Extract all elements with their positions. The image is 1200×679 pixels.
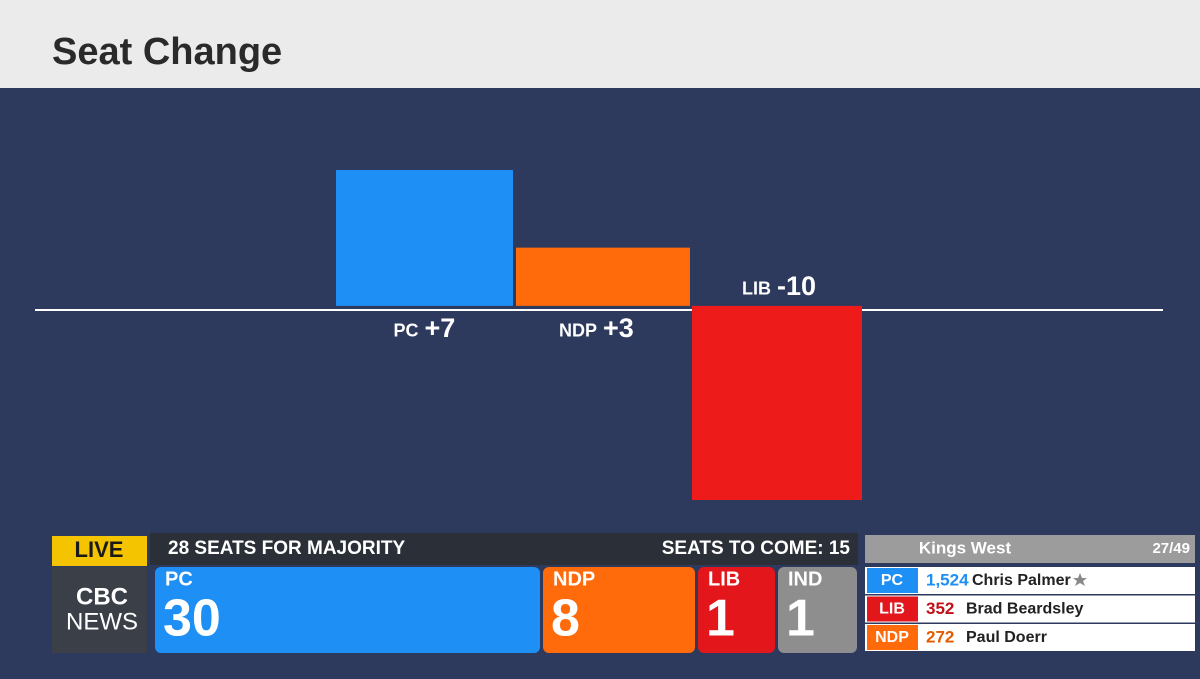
value-label: -10	[777, 271, 816, 301]
party-seats: 8	[551, 590, 580, 648]
candidate-row	[865, 624, 1195, 651]
bars: PC +7 NDP +3 LIB -10	[336, 170, 862, 500]
logo-box	[52, 567, 147, 653]
ticker: LIVE 28 SEATS FOR MAJORITY SEATS TO COME…	[52, 533, 1195, 653]
logo-news: NEWS	[66, 608, 138, 635]
bar	[516, 247, 690, 306]
party-box	[778, 567, 857, 653]
value-label: +7	[425, 313, 456, 343]
riding-name: Kings West	[919, 538, 1012, 557]
logo-cbc: CBC	[76, 583, 128, 610]
candidate-votes: 1,524	[926, 570, 969, 589]
bar	[336, 170, 513, 306]
party-box	[698, 567, 775, 653]
candidate-votes: 352	[926, 599, 954, 618]
live-label: LIVE	[75, 537, 124, 562]
candidate-row	[865, 567, 1195, 594]
party-name: PC	[165, 568, 193, 590]
party-seats: 1	[786, 590, 815, 648]
party-chip	[867, 625, 918, 650]
winner-star	[1073, 573, 1087, 586]
header-band	[0, 0, 1200, 88]
candidate-name: Paul Doerr	[966, 629, 1047, 646]
category-label: NDP	[559, 321, 597, 341]
party-box	[155, 567, 540, 653]
candidate-party: PC	[881, 572, 904, 589]
party-name: LIB	[708, 568, 740, 590]
bar	[692, 305, 862, 500]
candidate-votes: 272	[926, 627, 954, 646]
candidate-party: NDP	[875, 629, 909, 646]
party-box	[543, 567, 695, 653]
seats-to-come: SEATS TO COME: 15	[662, 538, 851, 559]
party-chip	[867, 596, 918, 622]
category-label: LIB	[742, 279, 771, 299]
party-seats: 1	[706, 590, 735, 648]
party-seats: 30	[163, 590, 221, 648]
value-label: +3	[603, 313, 634, 343]
majority-label: 28 SEATS FOR MAJORITY	[168, 538, 406, 559]
candidate-name: Chris Palmer	[972, 572, 1071, 589]
party-chip	[867, 568, 918, 593]
chart-title: Seat Change	[52, 31, 282, 73]
majority-strip	[150, 533, 858, 565]
candidate-name: Brad Beardsley	[966, 601, 1083, 618]
live-box	[52, 536, 147, 566]
party-name: NDP	[553, 568, 595, 590]
riding-progress: 27/49	[1152, 540, 1190, 557]
party-name: IND	[788, 568, 822, 590]
candidate-row	[865, 595, 1195, 623]
category-label: PC	[393, 321, 418, 341]
riding-header	[865, 535, 1195, 563]
candidate-party: LIB	[879, 601, 905, 618]
